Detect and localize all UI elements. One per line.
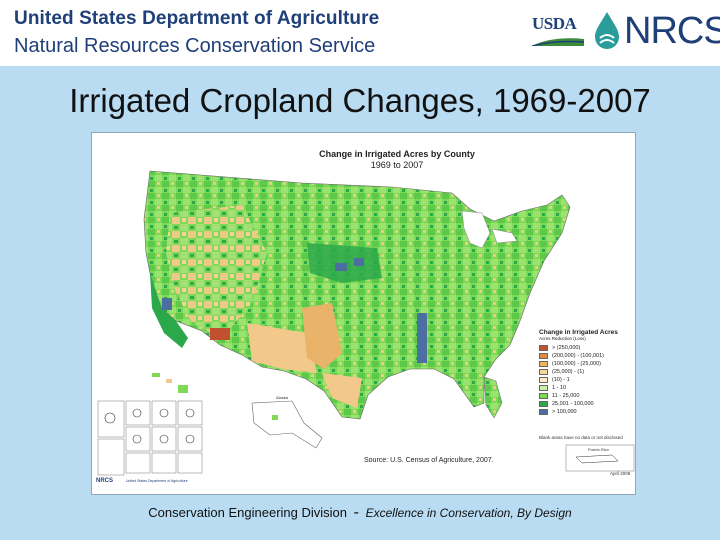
legend-note: Blank areas have no data or not disclose…	[539, 435, 623, 440]
legend-item: (10) - 1	[539, 376, 635, 384]
agency-name: United States Department of Agriculture	[14, 8, 380, 29]
legend-swatch	[539, 353, 548, 359]
legend-label: (25,000) - (1)	[552, 369, 585, 375]
legend-swatch	[539, 377, 548, 383]
footer: Conservation Engineering Division - Exce…	[0, 504, 720, 522]
legend-item: 11 - 25,000	[539, 392, 635, 400]
service-name: Natural Resources Conservation Service	[14, 35, 376, 57]
legend-label: 11 - 25,000	[552, 393, 580, 399]
legend-swatch	[539, 385, 548, 391]
legend-item: (100,000) - (25,000)	[539, 360, 635, 368]
map-footer-agency: United States Department of Agriculture	[126, 479, 188, 483]
legend-swatch	[539, 401, 548, 407]
legend-item: 1 - 10	[539, 384, 635, 392]
usda-logo-text: USDA	[532, 14, 577, 33]
footer-separator: -	[353, 504, 359, 521]
legend-label: 1 - 10	[552, 385, 567, 391]
inset-label-puerto-rico: Puerto Rico	[588, 447, 609, 452]
legend-label: (100,000) - (25,000)	[552, 361, 601, 367]
water-drop-icon	[595, 12, 619, 49]
map-title: Change in Irrigated Acres by County	[319, 149, 475, 159]
map-date: April 2009	[610, 471, 631, 476]
legend-item: (200,000) - (100,001)	[539, 352, 635, 360]
legend-item: (25,000) - (1)	[539, 368, 635, 376]
map-legend: Change in Irrigated Acres Acres Reductio…	[539, 329, 635, 416]
legend-label: > 100,000	[552, 409, 577, 415]
hawaii-inset	[152, 373, 188, 393]
map-subtitle: 1969 to 2007	[370, 160, 424, 170]
legend-title: Change in Irrigated Acres	[539, 329, 618, 336]
alaska-inset	[251, 400, 323, 449]
legend-swatch	[539, 345, 548, 351]
map-footer-logo: NRCS United States Department of Agricul…	[96, 476, 206, 492]
slide-title: Irrigated Cropland Changes, 1969-2007	[69, 82, 651, 119]
usda-logo-bar	[532, 38, 584, 46]
legend-label: > (250,000)	[552, 345, 581, 351]
map-source: Source: U.S. Census of Agriculture, 2007…	[364, 457, 494, 464]
legend-swatch	[539, 361, 548, 367]
map-graphic	[97, 170, 635, 476]
nrcs-logo-text: NRCS	[624, 10, 720, 52]
footer-division: Conservation Engineering Division	[148, 505, 348, 520]
irrigation-map: Change in Irrigated Acres by County 1969…	[91, 132, 636, 495]
legend-label: (10) - 1	[552, 377, 570, 383]
legend-swatch	[539, 393, 548, 399]
usda-nrcs-logo: USDA NRCS	[532, 6, 720, 58]
great-lakes	[461, 210, 491, 249]
legend-item: > 100,000	[539, 408, 635, 416]
territory-insets	[97, 400, 203, 476]
legend-subtitle: Acres Reduction (Loss)	[539, 336, 586, 341]
map-footer-nrcs-mark: NRCS	[96, 478, 114, 484]
legend-label: 25,001 - 100,000	[552, 401, 594, 407]
legend-label: (200,000) - (100,001)	[552, 353, 604, 359]
inset-label-alaska: Alaska	[276, 395, 289, 400]
puerto-rico-inset	[565, 444, 635, 472]
legend-item: > (250,000)	[539, 344, 635, 352]
header: United States Department of Agriculture …	[0, 0, 720, 66]
slide: Irrigated Cropland Changes, 1969-2007 Ch…	[0, 66, 720, 540]
legend-swatch	[539, 369, 548, 375]
legend-swatch	[539, 409, 548, 415]
legend-item: 25,001 - 100,000	[539, 400, 635, 408]
footer-tagline: Excellence in Conservation, By Design	[365, 506, 572, 520]
